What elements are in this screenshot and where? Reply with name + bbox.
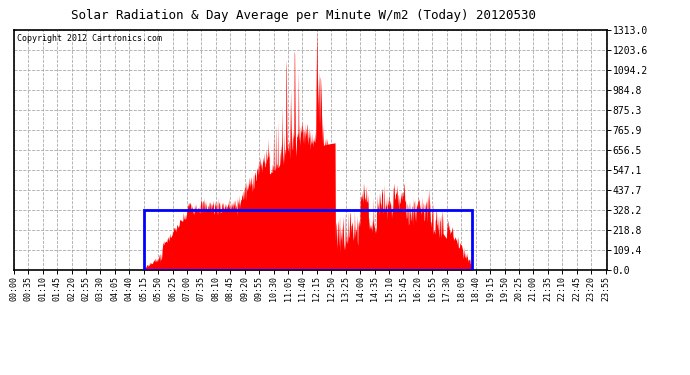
Text: Solar Radiation & Day Average per Minute W/m2 (Today) 20120530: Solar Radiation & Day Average per Minute…	[71, 9, 536, 22]
Text: Copyright 2012 Cartronics.com: Copyright 2012 Cartronics.com	[17, 34, 161, 43]
